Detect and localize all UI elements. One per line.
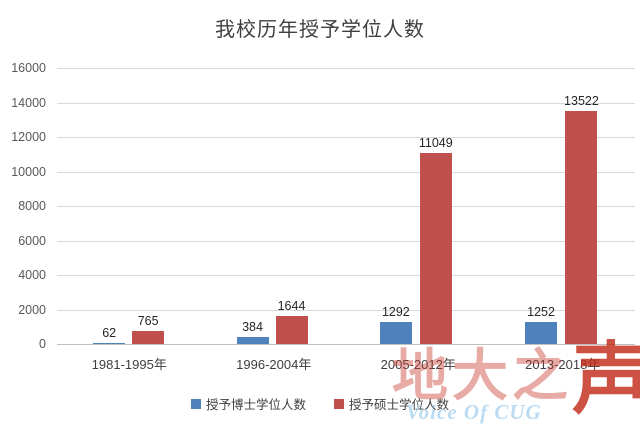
category-group-1: 384 1644 [236,299,308,344]
legend-item-doctoral: 授予博士学位人数 [190,394,306,413]
bar-doctoral-0 [93,343,126,344]
bar-col-masters-3: 13522 [564,94,599,344]
y-tick-6000: 6000 [18,233,46,248]
gridline-16000 [57,68,635,69]
y-tick-8000: 8000 [18,199,46,213]
bar-value-label-doctoral-3: 1252 [527,305,555,319]
x-tick-3: 2013-2018年 [525,357,601,372]
bar-value-label-doctoral-2: 1292 [381,305,410,319]
bar-masters-1 [275,316,308,344]
bar-doctoral-3 [525,322,558,344]
y-axis: 0 2000 4000 6000 8000 10000 12000 14000 16000 [0,61,46,351]
chart-title: 我校历年授予学位人数 [215,19,425,41]
bar-col-doctoral-0: 62 [93,326,126,344]
bar-value-label-doctoral-0: 62 [102,326,117,340]
bar-col-masters-0: 765 [132,314,165,344]
legend-item-masters: 授予硕士学位人数 [334,394,449,413]
bar-value-label-masters-1: 1644 [277,299,306,313]
legend-label: 授予硕士学位人数 [349,398,450,412]
bar-col-masters-1: 1644 [275,299,308,344]
bar-value-label-doctoral-1: 384 [242,320,263,334]
x-axis: 1981-1995年 1996-2004年 2005-2012年 2013-2018年 [57,354,635,373]
y-tick-14000: 14000 [11,95,46,110]
y-tick-4000: 4000 [18,268,46,282]
gridline-2000 [57,309,635,311]
gridline-6000 [57,240,635,242]
y-tick-2000: 2000 [18,302,46,317]
legend: 授予博士学位人数 授予硕士学位人数 [0,394,640,413]
bar-value-label-masters-0: 765 [137,314,159,328]
bar-value-label-masters-3: 13522 [564,94,599,108]
legend-label: 授予博士学位人数 [205,398,306,412]
y-tick-0: 0 [39,337,46,351]
gridline-12000 [57,137,635,138]
plot-grid [57,68,635,345]
gridline-4000 [57,275,635,276]
bar-col-masters-2: 11049 [419,136,453,344]
category-group-3: 1252 13522 [525,94,599,344]
y-tick-10000: 10000 [11,164,46,179]
bar-masters-0 [132,331,165,344]
category-group-0: 62 765 [93,314,165,344]
legend-swatch-icon [190,398,201,409]
legend-swatch-icon [334,398,344,409]
x-axis-line [57,344,635,345]
y-tick-12000: 12000 [11,130,46,144]
x-tick-0: 1981-1995年 [91,357,167,372]
bar-col-doctoral-3: 1252 [525,305,558,344]
bar-doctoral-1 [236,337,269,344]
bar-doctoral-2 [379,322,412,344]
bar-masters-2 [419,153,452,344]
bar-value-label-masters-2: 11049 [418,136,453,150]
gridline-14000 [57,102,635,104]
bar-col-doctoral-2: 1292 [379,305,412,344]
bar-masters-3 [565,111,598,344]
gridline-10000 [57,171,635,173]
gridline-8000 [57,206,635,207]
x-tick-2: 2005-2012年 [380,357,456,372]
category-group-2: 1292 11049 [379,136,453,344]
y-tick-16000: 16000 [11,61,46,75]
x-tick-1: 1996-2004年 [236,357,312,372]
bars-row: 62 765 384 1644 1292 11049 1252 13522 [57,68,635,344]
bar-col-doctoral-1: 384 [236,320,269,344]
